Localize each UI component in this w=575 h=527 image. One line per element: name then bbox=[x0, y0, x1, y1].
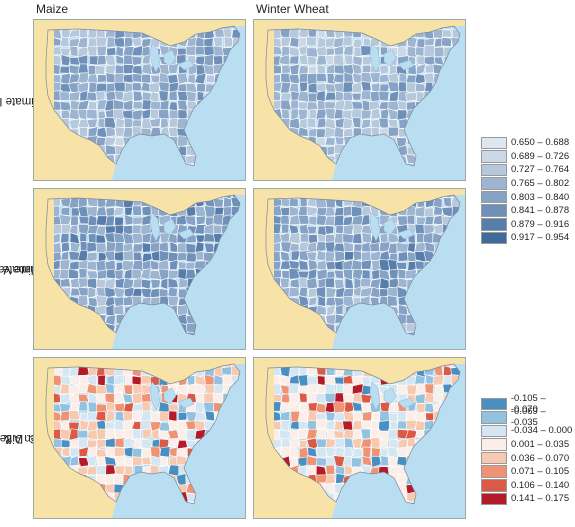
legend-label: 0.803 – 0.840 bbox=[511, 191, 570, 203]
legend-label: -0.105 – -0.070 bbox=[510, 392, 546, 415]
great-lakes bbox=[149, 381, 195, 411]
us-county-map bbox=[34, 189, 245, 349]
row-label-c: C. Difference between A & B bbox=[0, 355, 67, 519]
great-lakes bbox=[149, 212, 195, 242]
legend-item: 0.036 – 0.070 bbox=[481, 451, 575, 465]
no-data-region bbox=[46, 195, 54, 335]
legend-item: 0.841 – 0.878 bbox=[481, 204, 569, 218]
map-a-winter-wheat bbox=[253, 19, 466, 181]
legend-swatch bbox=[481, 231, 507, 245]
legend-swatch bbox=[481, 136, 507, 150]
us-outline bbox=[265, 25, 461, 167]
canada-land bbox=[254, 189, 465, 215]
us-county-map bbox=[254, 189, 465, 349]
legend-swatch bbox=[481, 150, 507, 163]
legend-label: 0.106 – 0.140 bbox=[511, 479, 570, 491]
legend-label: 0.689 – 0.726 bbox=[511, 150, 570, 162]
mexico-land bbox=[34, 368, 116, 518]
canada-land bbox=[34, 358, 245, 384]
legend-label: -0.069 – -0.035 bbox=[510, 406, 546, 429]
mexico-land bbox=[254, 199, 336, 349]
legend-item: 0.001 – 0.035 bbox=[481, 438, 575, 452]
legend-item: 0.727 – 0.764 bbox=[481, 163, 569, 177]
legend-label: 0.879 – 0.916 bbox=[511, 218, 570, 230]
legend-item: -0.034 – 0.000 bbox=[481, 424, 575, 438]
no-data-region bbox=[46, 364, 54, 504]
us-outline bbox=[265, 194, 461, 336]
legend-swatch bbox=[481, 163, 507, 177]
us-outline bbox=[45, 363, 241, 505]
no-data-region bbox=[266, 364, 274, 504]
map-c-winter-wheat bbox=[253, 357, 466, 519]
legend-item: 0.765 – 0.802 bbox=[481, 177, 569, 191]
canada-land bbox=[34, 20, 245, 46]
legend-difference: -0.105 – -0.070 -0.069 – -0.035 -0.034 – 0… bbox=[481, 393, 575, 506]
us-county-map bbox=[34, 358, 245, 518]
legend-item: 0.106 – 0.140 bbox=[481, 479, 575, 493]
legend-item: 0.917 – 0.954 bbox=[481, 231, 569, 245]
legend-label: 0.765 – 0.802 bbox=[511, 178, 570, 190]
legend-swatch bbox=[481, 397, 507, 411]
row-label-b: B. Climate Indices & Surface Climate Var… bbox=[0, 186, 96, 350]
legend-label: 0.071 – 0.105 bbox=[511, 466, 570, 478]
legend-label: 0.917 – 0.954 bbox=[511, 232, 570, 244]
legend-item: 0.879 – 0.916 bbox=[481, 218, 569, 232]
mexico-land bbox=[34, 30, 116, 180]
legend-label: 0.036 – 0.070 bbox=[511, 452, 570, 464]
map-c-maize bbox=[33, 357, 246, 519]
legend-label: 0.650 – 0.688 bbox=[511, 137, 570, 149]
legend-swatch bbox=[481, 190, 507, 204]
legend-swatch bbox=[481, 465, 507, 479]
map-b-winter-wheat bbox=[253, 188, 466, 350]
legend-label: 0.727 – 0.764 bbox=[511, 164, 570, 176]
legend-swatch bbox=[481, 451, 507, 465]
column-title-winter-wheat: Winter Wheat bbox=[256, 2, 329, 16]
canada-land bbox=[254, 20, 465, 46]
canada-land bbox=[34, 189, 245, 215]
us-county-map bbox=[254, 20, 465, 180]
us-county-map bbox=[254, 358, 465, 518]
mexico-land bbox=[254, 30, 336, 180]
legend-swatch bbox=[481, 177, 507, 190]
mexico-land bbox=[34, 199, 116, 349]
us-outline bbox=[265, 363, 461, 505]
legend-swatch bbox=[481, 492, 507, 506]
legend-correlation: 0.650 – 0.688 0.689 – 0.726 0.727 – 0.764 0… bbox=[481, 136, 569, 245]
no-data-region bbox=[266, 26, 274, 166]
no-data-region bbox=[46, 26, 54, 166]
legend-label: -0.034 – 0.000 bbox=[511, 425, 573, 437]
us-county-map bbox=[34, 20, 245, 180]
map-a-maize bbox=[33, 19, 246, 181]
legend-label: 0.001 – 0.035 bbox=[511, 439, 570, 451]
legend-item: -0.069 – -0.035 bbox=[481, 406, 575, 428]
great-lakes bbox=[369, 43, 415, 73]
legend-swatch bbox=[481, 438, 507, 451]
legend-item: 0.141 – 0.175 bbox=[481, 492, 575, 506]
row-label-a: A. Climate Indices bbox=[0, 18, 58, 182]
legend-item: 0.650 – 0.688 bbox=[481, 136, 569, 150]
legend-swatch bbox=[481, 479, 507, 492]
great-lakes bbox=[149, 43, 195, 73]
legend-swatch bbox=[481, 424, 507, 438]
great-lakes bbox=[369, 212, 415, 242]
legend-item: 0.803 – 0.840 bbox=[481, 190, 569, 204]
great-lakes bbox=[369, 381, 415, 411]
legend-label: 0.841 – 0.878 bbox=[511, 205, 570, 217]
legend-swatch bbox=[481, 218, 507, 231]
legend-item: 0.071 – 0.105 bbox=[481, 465, 575, 479]
column-title-maize: Maize bbox=[36, 2, 69, 16]
legend-swatch bbox=[481, 411, 507, 424]
map-b-maize bbox=[33, 188, 246, 350]
us-outline bbox=[45, 25, 241, 167]
legend-swatch bbox=[481, 204, 507, 218]
no-data-region bbox=[266, 195, 274, 335]
canada-land bbox=[254, 358, 465, 384]
us-outline bbox=[45, 194, 241, 336]
legend-label: 0.141 – 0.175 bbox=[511, 493, 570, 505]
mexico-land bbox=[254, 368, 336, 518]
legend-item: -0.105 – -0.070 bbox=[481, 393, 575, 415]
legend-item: 0.689 – 0.726 bbox=[481, 150, 569, 164]
